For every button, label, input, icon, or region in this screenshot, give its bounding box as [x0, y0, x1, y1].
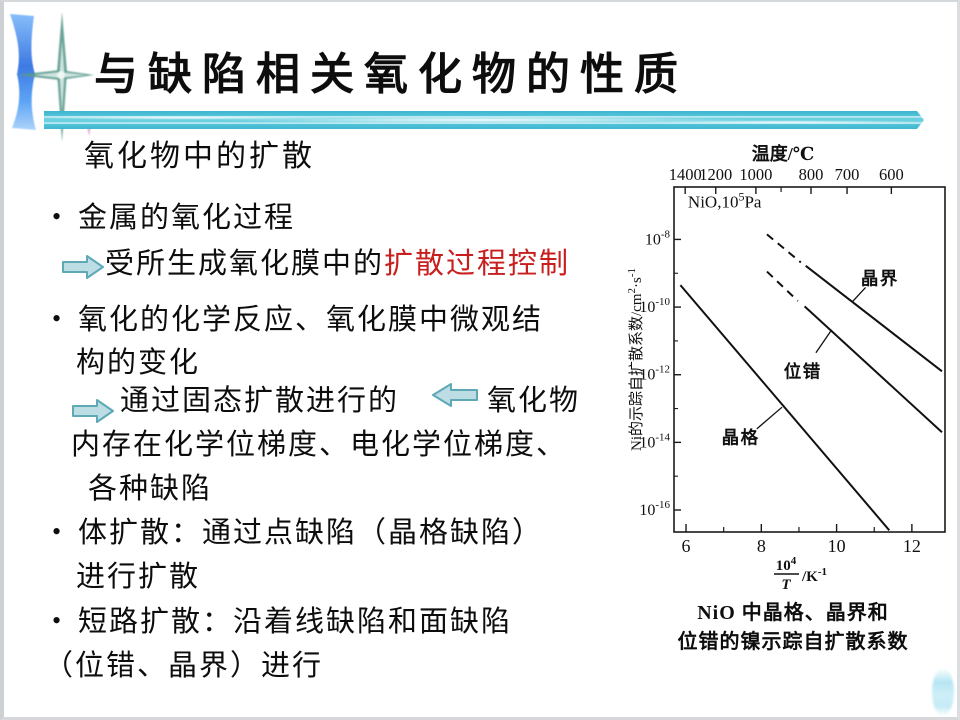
section-heading: 氧化物中的扩散	[84, 140, 315, 173]
top-axis-title: 温度/℃	[752, 143, 815, 164]
series-label-pointer	[815, 329, 833, 354]
y-axis-title: Ni的示踪自扩散系数/cm2·s-1	[628, 268, 645, 451]
top-tick-label: 1000	[739, 165, 772, 184]
top-tick-label: 700	[835, 165, 860, 184]
figure-caption-line: 位错的镍示踪自扩散系数	[677, 631, 909, 653]
bullet-marker: •	[52, 304, 64, 333]
figure-caption-line: NiO 中晶格、晶界和	[697, 602, 889, 624]
process-text: 氧化物	[487, 385, 581, 417]
series-label-pointer	[852, 287, 867, 302]
bullet-marker: •	[52, 606, 64, 635]
bullet-line: • 体扩散：通过点缺陷（晶格缺陷）	[52, 509, 543, 549]
bullet-line: • 氧化的化学反应、氧化膜中微观结	[52, 296, 543, 336]
bullet-text: 体扩散：通过点缺陷（晶格缺陷）	[78, 517, 544, 549]
y-tick-label: 10-16	[639, 499, 670, 519]
series-line-solid	[803, 305, 943, 433]
y-tick-label: 10-8	[645, 228, 671, 248]
top-tick-label: 800	[799, 165, 824, 184]
bullet-text: 金属的氧化过程	[78, 202, 296, 234]
x-tick-label: 10	[828, 536, 846, 556]
body-text: 受所生成氧化膜中的	[105, 248, 385, 280]
y-tick-label: 10-10	[639, 296, 670, 316]
continuation-line: 各种缺陷	[88, 473, 213, 505]
highlighted-text: 扩散过程控制	[384, 248, 571, 280]
bullet-line: • 短路扩散：沿着线缺陷和面缺陷	[52, 598, 512, 638]
blue-ribbon	[10, 14, 36, 130]
left-arrow-icon	[432, 382, 478, 413]
y-tick-label: 10-14	[639, 431, 670, 451]
x-axis-title-numerator: 104	[776, 555, 797, 574]
right-arrow-icon	[62, 254, 104, 285]
x-axis-title-unit: /K-1	[801, 566, 827, 585]
figure-caption: NiO 中晶格、晶界和 位错的镍示踪自扩散系数	[628, 599, 958, 657]
series-line-solid	[805, 265, 943, 373]
continuation-line: 内存在化学位梯度、电化学位梯度、	[71, 429, 568, 461]
series-label-pointer	[756, 406, 783, 430]
x-tick-label: 12	[903, 536, 921, 556]
series-line-dashed	[766, 233, 802, 264]
series-line-solid	[679, 284, 891, 531]
star-sparkle-icon	[16, 12, 94, 142]
top-tick-label: 600	[879, 165, 904, 184]
x-tick-label: 6	[682, 536, 691, 556]
y-tick-label: 10-12	[639, 364, 670, 384]
bullet-text: 氧化的化学反应、氧化膜中微观结	[78, 304, 544, 336]
plot-frame	[673, 186, 946, 533]
bullet-line: • 金属的氧化过程	[52, 194, 295, 234]
bullet-text: 短路扩散：沿着线缺陷和面缺陷	[78, 606, 513, 638]
series-label: 晶格	[722, 427, 760, 447]
pressure-annotation: NiO,105Pa	[688, 189, 762, 211]
series-line-dashed	[766, 270, 799, 302]
continuation-line: 进行扩散	[76, 561, 201, 593]
bullet-marker: •	[52, 517, 64, 546]
series-label: 位错	[784, 361, 822, 381]
x-tick-label: 8	[757, 536, 766, 556]
title-underline-band	[44, 111, 924, 129]
continuation-line: （位错、晶界）进行	[44, 650, 324, 682]
bullet-marker: •	[52, 202, 64, 231]
right-arrow-icon	[72, 398, 114, 429]
corner-brush-decoration	[932, 668, 954, 716]
top-tick-label: 1400	[669, 165, 702, 184]
process-text: 通过固态扩散进行的	[120, 385, 400, 417]
top-tick-label: 1200	[699, 165, 732, 184]
page-title: 与缺陷相关氧化物的性质	[94, 50, 688, 99]
series-label: 晶界	[861, 268, 899, 288]
continuation-line: 构的变化	[76, 347, 201, 379]
x-axis-title-denominator: T	[781, 577, 791, 593]
consequence-line: 受所生成氧化膜中的扩散过程控制	[105, 240, 570, 280]
